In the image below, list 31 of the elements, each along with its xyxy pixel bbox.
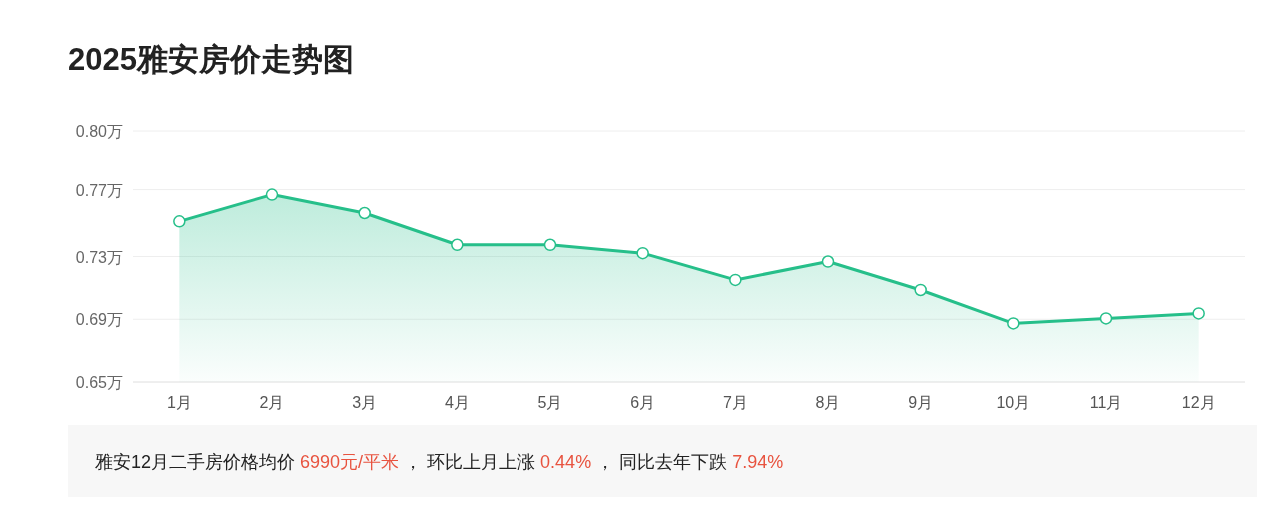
y-tick-label: 0.77万 [75,181,123,199]
point [265,188,279,201]
point [729,273,742,287]
x-tick-label: 8月 [815,394,841,411]
x-tick-label: 12月 [1181,394,1216,411]
x-tick-label: 7月 [722,394,748,411]
x-tick-label: 1月 [166,394,192,411]
x-tick-label: 5月 [537,394,563,411]
y-tick-label: 0.80万 [75,123,123,140]
x-tick-label: 3月 [352,394,378,411]
point [1007,317,1020,330]
x-tick-label: 2月 [259,394,285,411]
point [914,283,927,297]
point [1099,312,1113,325]
point [358,206,371,220]
point [1192,307,1205,320]
point [451,238,464,252]
y-tick-label: 0.69万 [75,311,123,329]
text: 雅安12月二手房价格均价 6990元/平米 ， 环比上月上涨 0.44% ， 同比去年下跌 7.94% [95,452,784,472]
y-tick-label: 0.73万 [75,248,123,266]
x-tick-label: 4月 [444,394,470,411]
point [543,238,557,252]
x-tick-label: 6月 [630,394,656,411]
chart-title: 2025雅安房价走势图 [68,42,354,77]
x-tick-label: 10月 [996,394,1031,411]
y-tick-label: 0.65万 [75,374,123,391]
point [821,255,835,268]
point [636,246,649,260]
x-tick-label: 9月 [908,394,934,411]
point [173,215,186,228]
x-tick-label: 11月 [1089,394,1123,411]
